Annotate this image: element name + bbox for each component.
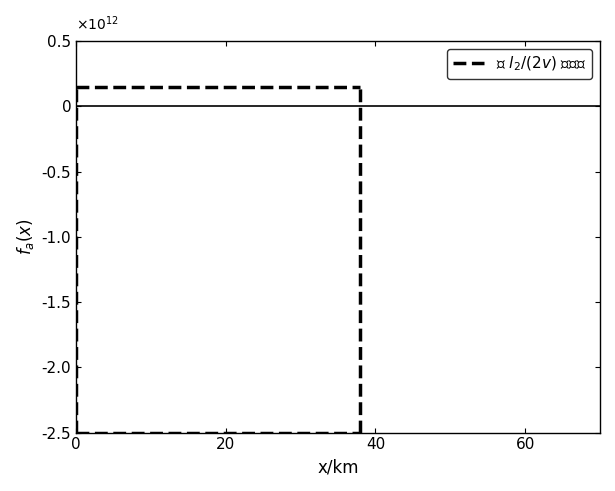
Text: $\times 10^{12}$: $\times 10^{12}$ (76, 15, 119, 33)
Y-axis label: $f_a(x)$: $f_a(x)$ (15, 218, 36, 255)
Legend: 前 $l_2/(2v)$ 时窗长: 前 $l_2/(2v)$ 时窗长 (447, 49, 592, 80)
X-axis label: x/km: x/km (317, 458, 359, 476)
